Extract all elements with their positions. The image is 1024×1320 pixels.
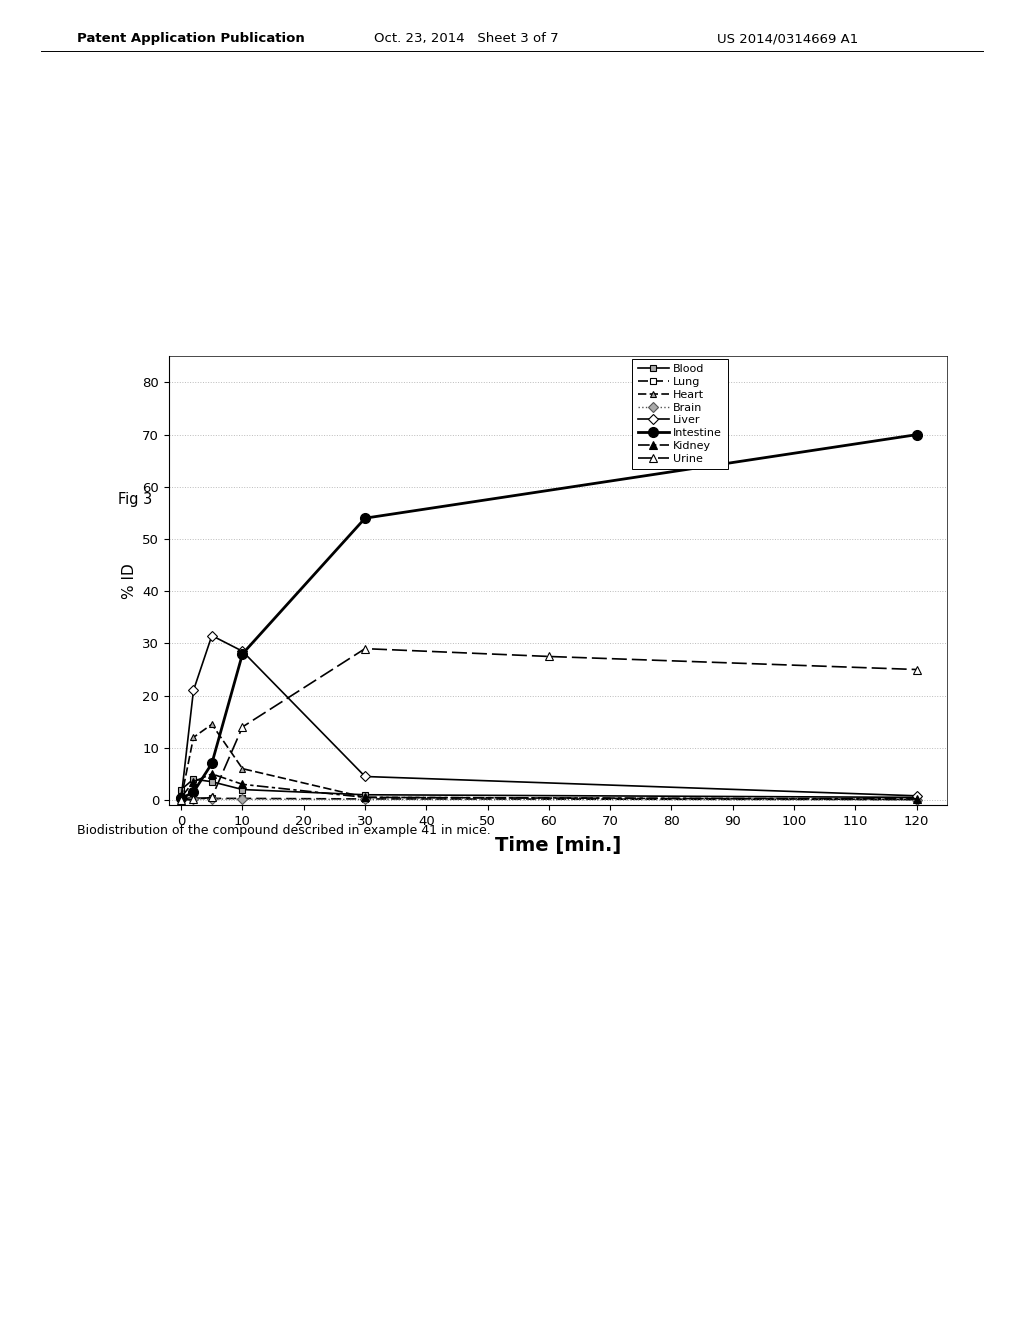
Legend: Blood, Lung, Heart, Brain, Liver, Intestine, Kidney, Urine: Blood, Lung, Heart, Brain, Liver, Intest… bbox=[632, 359, 728, 469]
Kidney bbox=[910, 791, 923, 807]
Liver bbox=[187, 682, 200, 698]
Urine bbox=[175, 792, 187, 808]
Brain bbox=[206, 791, 218, 807]
Line: Brain: Brain bbox=[178, 796, 920, 803]
Urine bbox=[910, 661, 923, 677]
Liver bbox=[206, 628, 218, 644]
Blood bbox=[237, 781, 249, 797]
Liver bbox=[237, 643, 249, 659]
Text: Patent Application Publication: Patent Application Publication bbox=[77, 32, 304, 45]
Heart bbox=[237, 760, 249, 776]
Lung bbox=[175, 791, 187, 807]
Line: Lung: Lung bbox=[178, 795, 920, 803]
Intestine bbox=[187, 784, 200, 800]
Urine bbox=[206, 789, 218, 805]
Line: Kidney: Kidney bbox=[177, 770, 921, 803]
Brain bbox=[175, 792, 187, 808]
Brain bbox=[237, 791, 249, 807]
Liver bbox=[358, 768, 371, 784]
Blood bbox=[187, 771, 200, 787]
Intestine bbox=[237, 645, 249, 661]
Lung bbox=[237, 791, 249, 807]
Line: Intestine: Intestine bbox=[176, 430, 922, 804]
Lung bbox=[206, 791, 218, 807]
Brain bbox=[187, 791, 200, 807]
Blood bbox=[910, 789, 923, 805]
Liver bbox=[910, 788, 923, 804]
Kidney bbox=[187, 774, 200, 789]
Urine bbox=[358, 640, 371, 656]
Urine bbox=[187, 792, 200, 808]
Text: Oct. 23, 2014   Sheet 3 of 7: Oct. 23, 2014 Sheet 3 of 7 bbox=[374, 32, 558, 45]
Blood bbox=[358, 787, 371, 803]
Blood bbox=[175, 781, 187, 797]
Text: Biodistribution of the compound described in example 41 in mice.: Biodistribution of the compound describe… bbox=[77, 824, 490, 837]
Lung bbox=[187, 789, 200, 805]
Intestine bbox=[910, 426, 923, 442]
Liver bbox=[175, 789, 187, 805]
Line: Heart: Heart bbox=[178, 721, 920, 803]
Line: Urine: Urine bbox=[177, 644, 921, 804]
Lung bbox=[358, 791, 371, 807]
Kidney bbox=[358, 789, 371, 805]
Intestine bbox=[358, 511, 371, 527]
Brain bbox=[358, 792, 371, 808]
Y-axis label: % ID: % ID bbox=[122, 562, 137, 599]
Kidney bbox=[206, 766, 218, 781]
Heart bbox=[175, 791, 187, 807]
Text: Fig 3: Fig 3 bbox=[118, 492, 152, 507]
Blood bbox=[206, 774, 218, 789]
Lung bbox=[910, 792, 923, 808]
Urine bbox=[237, 719, 249, 735]
Intestine bbox=[175, 791, 187, 807]
Heart bbox=[187, 730, 200, 746]
Heart bbox=[206, 717, 218, 733]
Heart bbox=[358, 789, 371, 805]
Kidney bbox=[237, 776, 249, 792]
Urine bbox=[543, 648, 555, 664]
Heart bbox=[910, 792, 923, 808]
Text: US 2014/0314669 A1: US 2014/0314669 A1 bbox=[717, 32, 858, 45]
Line: Blood: Blood bbox=[178, 776, 920, 801]
Kidney bbox=[175, 789, 187, 805]
Line: Liver: Liver bbox=[178, 632, 920, 801]
Intestine bbox=[206, 755, 218, 771]
Brain bbox=[910, 792, 923, 808]
X-axis label: Time [min.]: Time [min.] bbox=[495, 837, 622, 855]
